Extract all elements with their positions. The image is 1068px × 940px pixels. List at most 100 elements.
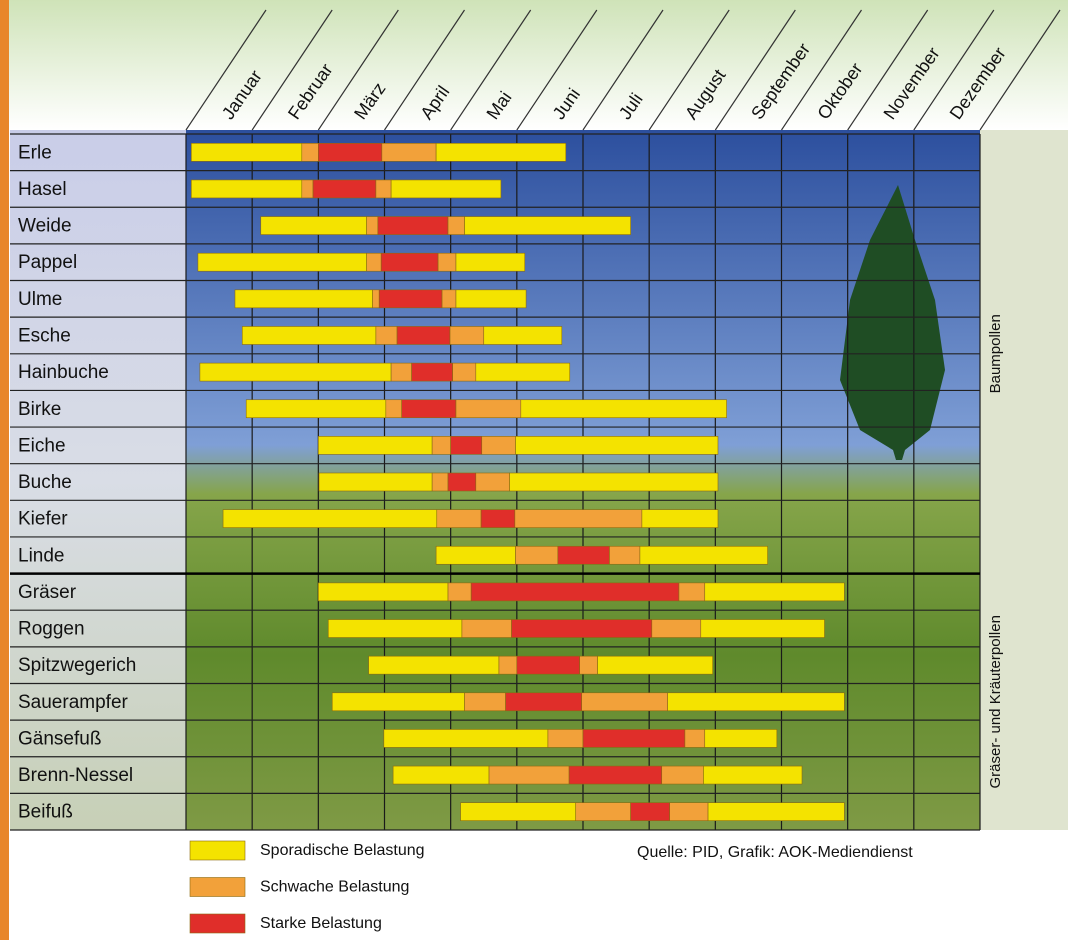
pollen-segment <box>438 253 456 271</box>
pollen-segment <box>598 656 713 674</box>
row-label: Pappel <box>18 252 77 273</box>
pollen-segment <box>200 363 391 381</box>
pollen-segment <box>442 290 456 308</box>
pollen-segment <box>512 620 652 638</box>
pollen-segment <box>391 180 501 198</box>
pollen-segment <box>489 766 569 784</box>
row-label: Esche <box>18 325 71 346</box>
pollen-segment <box>386 400 402 418</box>
pollen-segment <box>397 326 450 344</box>
source-note: Quelle: PID, Grafik: AOK-Mediendienst <box>637 844 913 861</box>
pollen-segment <box>379 290 442 308</box>
pollen-segment <box>242 326 376 344</box>
pollen-segment <box>436 143 566 161</box>
pollen-segment <box>223 510 437 528</box>
pollen-segment <box>516 436 718 454</box>
row-label: Birke <box>18 399 61 420</box>
pollen-segment <box>705 583 845 601</box>
pollen-segment <box>703 766 802 784</box>
pollen-segment <box>506 693 582 711</box>
pollen-segment <box>668 693 845 711</box>
pollen-segment <box>391 363 412 381</box>
pollen-segment <box>582 693 668 711</box>
pollen-segment <box>471 583 679 601</box>
row-label: Roggen <box>18 619 85 640</box>
pollen-segment <box>450 326 484 344</box>
pollen-segment <box>670 803 708 821</box>
pollen-segment <box>640 546 768 564</box>
pollen-segment <box>456 400 521 418</box>
pollen-segment <box>367 217 378 235</box>
pollen-segment <box>499 656 517 674</box>
pollen-segment <box>376 180 391 198</box>
pollen-segment <box>652 620 701 638</box>
pollen-segment <box>369 656 499 674</box>
chart: JanuarFebruarMärzAprilMaiJuniJuliAugustS… <box>0 0 1068 940</box>
pollen-segment <box>679 583 705 601</box>
pollen-segment <box>402 400 456 418</box>
pollen-segment <box>465 693 506 711</box>
pollen-segment <box>378 217 448 235</box>
pollen-segment <box>465 217 631 235</box>
pollen-segment <box>373 290 380 308</box>
pollen-segment <box>313 180 376 198</box>
header-background <box>0 0 1068 130</box>
pollen-segment <box>453 363 476 381</box>
row-label: Brenn-Nessel <box>18 765 133 786</box>
pollen-segment <box>515 510 642 528</box>
pollen-segment <box>382 143 436 161</box>
legend-swatch <box>190 878 245 897</box>
pollen-segment <box>451 436 482 454</box>
pollen-segment <box>476 363 570 381</box>
pollen-segment <box>318 436 432 454</box>
pollen-segment <box>384 729 548 747</box>
legend-label: Sporadische Belastung <box>260 842 425 859</box>
pollen-segment <box>516 546 558 564</box>
row-label: Sauerampfer <box>18 692 129 713</box>
pollen-segment <box>318 583 448 601</box>
pollen-segment <box>708 803 844 821</box>
pollen-segment <box>576 803 631 821</box>
row-label: Buche <box>18 472 72 493</box>
pollen-segment <box>381 253 438 271</box>
pollen-segment <box>484 326 562 344</box>
row-label: Erle <box>18 142 52 163</box>
legend-label: Schwache Belastung <box>260 879 409 896</box>
row-label: Kiefer <box>18 509 68 530</box>
pollen-segment <box>302 143 319 161</box>
pollen-segment <box>328 620 462 638</box>
pollen-segment <box>510 473 718 491</box>
pollen-segment <box>198 253 367 271</box>
row-label: Hasel <box>18 179 67 200</box>
pollen-segment <box>246 400 386 418</box>
pollen-segment <box>481 510 515 528</box>
pollen-segment <box>191 180 301 198</box>
pollen-segment <box>332 693 464 711</box>
pollen-segment <box>393 766 489 784</box>
legend-swatch <box>190 914 245 933</box>
legend-swatch <box>190 841 245 860</box>
pollen-segment <box>476 473 510 491</box>
group-label: Baumpollen <box>987 314 1004 393</box>
pollen-segment <box>558 546 610 564</box>
pollen-segment <box>521 400 727 418</box>
pollen-segment <box>319 473 432 491</box>
pollen-segment <box>191 143 301 161</box>
pollen-segment <box>685 729 705 747</box>
group-label: Gräser- und Kräuterpollen <box>987 615 1004 788</box>
pollen-segment <box>448 473 476 491</box>
pollen-segment <box>461 803 576 821</box>
pollen-segment <box>318 143 382 161</box>
pollen-segment <box>376 326 397 344</box>
pollen-segment <box>548 729 583 747</box>
pollen-segment <box>432 473 448 491</box>
pollen-segment <box>456 290 526 308</box>
pollen-segment <box>662 766 704 784</box>
pollen-segment <box>235 290 373 308</box>
pollen-segment <box>569 766 662 784</box>
row-label: Beifuß <box>18 802 73 823</box>
pollen-segment <box>448 583 471 601</box>
row-label: Weide <box>18 216 72 237</box>
pollen-segment <box>436 546 515 564</box>
row-label: Gräser <box>18 582 77 603</box>
